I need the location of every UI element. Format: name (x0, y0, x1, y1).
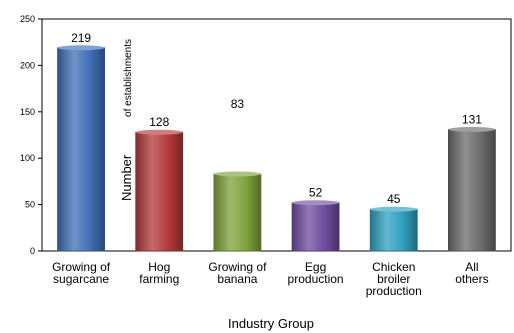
data-label: 83 (231, 97, 245, 111)
data-label: 128 (149, 115, 169, 129)
category-label: Chicken broiler production (366, 260, 422, 298)
bars (57, 45, 496, 252)
bar (213, 173, 262, 252)
y-tick-label: 100 (20, 153, 35, 163)
x-axis: Growing of sugarcane Hog farming Growing of b… (52, 260, 489, 298)
bar-top (213, 171, 261, 177)
plot-frame (41, 18, 512, 252)
x-axis-title: Industry Group (228, 316, 314, 331)
y-axis-title: Number of establishments (119, 39, 134, 201)
category-label: Growing of banana (208, 260, 267, 286)
category-label: All others (455, 260, 488, 286)
category-label: Hog farming (139, 260, 179, 286)
category-label: Growing of sugarcane (52, 260, 111, 286)
y-tick-label: 50 (25, 200, 35, 210)
plot-frame-group (41, 18, 512, 252)
bar (57, 47, 105, 252)
category-label: Egg production (288, 260, 344, 286)
bar (448, 129, 496, 252)
bar (369, 208, 418, 252)
y-axis: 0 50 100 150 200 250 (20, 14, 42, 256)
value-labels: 219 128 83 52 45 131 (71, 31, 482, 206)
data-label: 131 (462, 112, 482, 126)
bar-top (370, 206, 418, 212)
data-label: 45 (387, 192, 401, 206)
data-label: 52 (309, 186, 323, 200)
y-tick-label: 200 (20, 60, 35, 70)
bar (135, 131, 184, 252)
bar-top (448, 126, 496, 132)
y-tick-label: 150 (20, 107, 35, 117)
bar (291, 202, 340, 252)
y-axis-title-part-2: of establishments (123, 39, 134, 117)
bar-top (57, 45, 105, 51)
y-tick-label: 250 (20, 14, 35, 24)
bar-top (135, 129, 183, 135)
y-axis-title-part-1: Number (119, 154, 134, 201)
data-label: 219 (71, 31, 91, 45)
y-tick-label: 0 (30, 246, 35, 256)
bar-top (292, 200, 340, 206)
